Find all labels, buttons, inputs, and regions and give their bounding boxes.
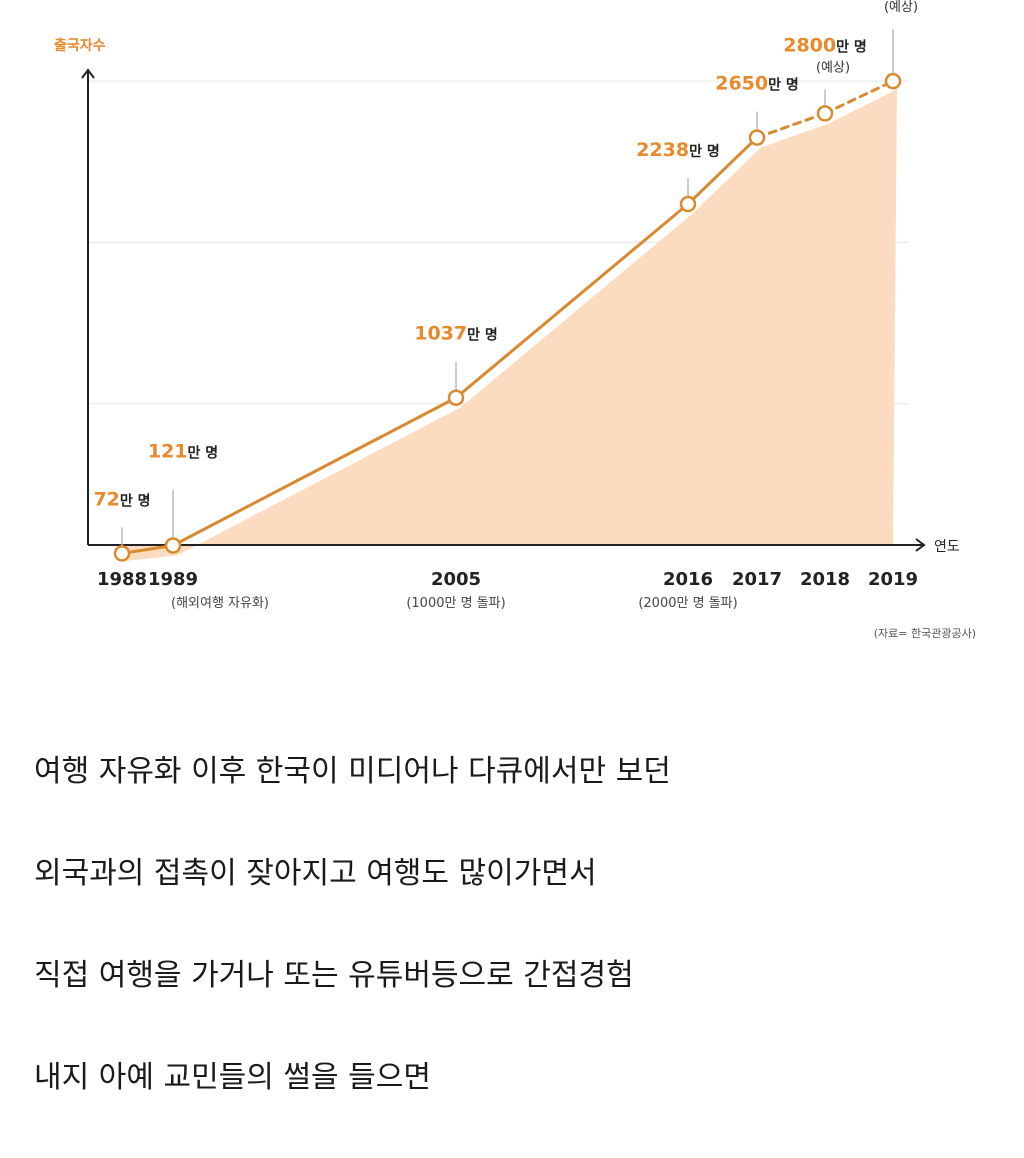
data-points [113, 72, 902, 562]
x-tick-2016: 2016 [663, 569, 713, 590]
data-labels: 72만 명 121만 명 1037만 명 2238만 명 2650만 명 2800만 명 (… [93, 0, 918, 546]
data-point-2005 [447, 389, 465, 406]
axes [81, 68, 926, 552]
x-tick-labels: 1988 1989 2005 2016 2017 2018 2019 (해외여행 자유화) (1… [97, 569, 918, 611]
article-line: 여행 자유화 이후 한국이 미디어나 다큐에서만 보던 [34, 754, 671, 789]
article-line: 직접 여행을 가거나 또는 유튜버등으로 간접경험 [34, 958, 634, 993]
data-point-2017 [748, 129, 766, 146]
tourist-departures-chart: 72만 명 121만 명 1037만 명 2238만 명 2650만 명 2800만 명 (… [54, 0, 976, 640]
x-note-2016: (2000만 명 돌파) [638, 596, 737, 611]
source-note: (자료= 한국관광공사) [874, 627, 976, 640]
data-point-1989 [164, 537, 182, 554]
series-segment [686, 136, 759, 206]
series-segment [120, 543, 175, 555]
x-tick-1989: 1989 [148, 569, 198, 590]
x-note-2005: (1000만 명 돌파) [406, 596, 505, 611]
series-segment [171, 396, 458, 547]
article-body: 여행 자유화 이후 한국이 미디어나 다큐에서만 보던 외국과의 접촉이 잦아지… [34, 750, 994, 1158]
y-axis-title: 출국자수 [54, 37, 106, 54]
area-fill [122, 89, 897, 562]
article-line: 외국과의 접촉이 잦아지고 여행도 많이가면서 [34, 856, 597, 891]
series-line [120, 79, 895, 555]
y-axis-arrow [81, 68, 95, 79]
estimate-note: (예상) [816, 60, 850, 75]
chart-canvas: 72만 명 121만 명 1037만 명 2238만 명 2650만 명 2800만 명 (… [54, 0, 976, 640]
area-shape [122, 89, 897, 562]
x-tick-2017: 2017 [732, 569, 782, 590]
data-point-1988 [113, 545, 131, 562]
data-label-2005: 1037만 명 [414, 323, 498, 345]
data-point-2016 [679, 195, 697, 213]
x-note-1989: (해외여행 자유화) [171, 595, 269, 611]
x-axis-arrow [915, 538, 926, 552]
data-label-2018: 2800만 명 [783, 34, 867, 56]
data-label-1989: 121만 명 [148, 440, 218, 462]
x-tick-1988: 1988 [97, 569, 147, 590]
series-segment-estimate [823, 79, 895, 115]
estimate-note: (예상) [884, 0, 918, 15]
series-segment-estimate [755, 111, 827, 140]
data-point-2018 [816, 105, 834, 122]
x-tick-2018: 2018 [800, 569, 850, 590]
data-label-1988: 72만 명 [93, 488, 150, 510]
article-line: 내지 아예 교민들의 썰을 들으면 [34, 1060, 431, 1095]
x-tick-2005: 2005 [431, 569, 481, 590]
data-label-2016: 2238만 명 [636, 139, 720, 161]
data-point-2019 [884, 72, 902, 90]
data-label-2017: 2650만 명 [715, 73, 799, 95]
series-segment [454, 202, 690, 400]
x-axis-title: 연도 [934, 539, 960, 555]
x-tick-2019: 2019 [868, 569, 918, 590]
